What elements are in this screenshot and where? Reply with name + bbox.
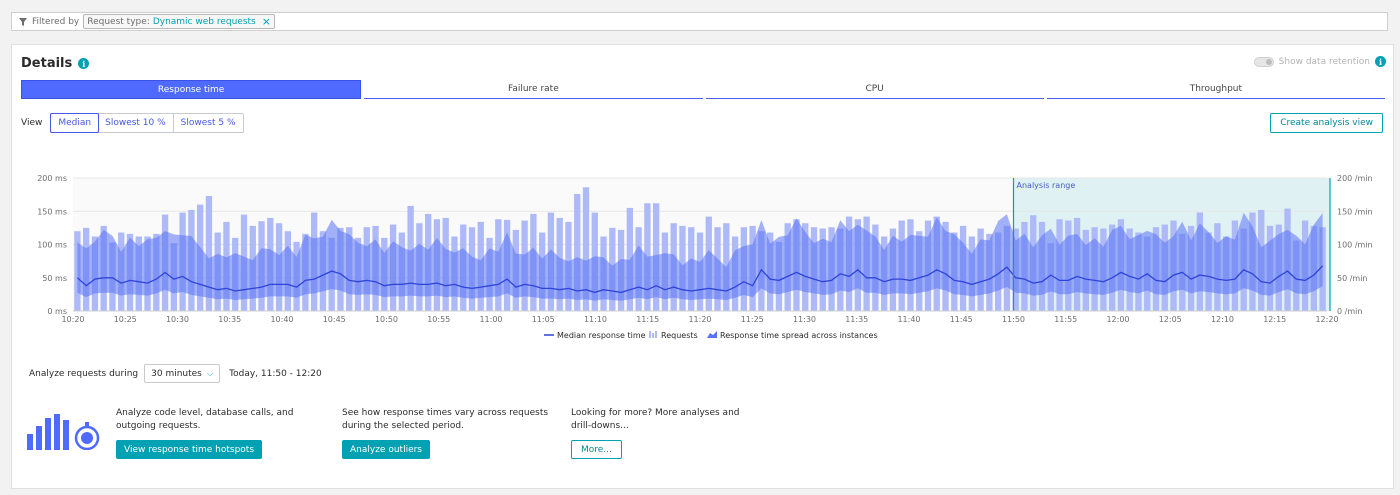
requests-bar [626,207,634,311]
y-tick-label-right: 150 /min [1337,207,1373,216]
more-description: Looking for more? More analyses and dril… [571,408,740,431]
y-tick-label-left: 50 ms [42,274,67,283]
x-tick-label: 11:00 [479,315,502,324]
x-tick-label: 11:25 [741,315,764,324]
tab-response-time[interactable]: Response time [21,80,362,99]
x-tick-label: 11:45 [950,315,973,324]
requests-bar [582,187,590,311]
data-retention-toggle-row: Show data retention i [1253,56,1386,67]
x-tick-label: 10:50 [375,315,398,324]
legend-spread-label: Response time spread across instances [720,331,878,340]
x-tick-label: 12:15 [1263,315,1286,324]
x-tick-label: 10:55 [427,315,450,324]
data-retention-label: Show data retention [1278,56,1370,67]
duration-value: 30 minutes [151,368,202,379]
chart-svg: Analysis range 200 ms 150 ms 100 ms 50 ms 0 m… [37,174,1373,340]
filter-bar[interactable]: Filtered by Request type: Dynamic web re… [11,12,1388,31]
view-slowest-5-button[interactable]: Slowest 5 % [180,118,236,128]
legend-requests-label: Requests [661,331,698,340]
view-median-button[interactable]: Median [50,113,100,133]
more-action: Looking for more? More analyses and dril… [571,407,756,459]
x-tick-label: 12:05 [1159,315,1182,324]
response-spread-area [77,212,1323,301]
retention-info-icon[interactable]: i [1375,56,1386,67]
x-tick-label: 11:55 [1054,315,1077,324]
requests-bar [205,195,213,311]
tab-failure-rate[interactable]: Failure rate [364,80,703,99]
x-tick-label: 11:35 [845,315,868,324]
hotspots-action: Analyze code level, database calls, and … [116,407,321,459]
y-tick-label-right: 50 /min [1337,274,1368,283]
x-tick-label: 12:00 [1106,315,1129,324]
view-hotspots-button[interactable]: View response time hotspots [116,440,263,459]
info-icon[interactable]: i [78,58,90,69]
x-tick-label: 11:15 [636,315,659,324]
analysis-range-label: Analysis range [1017,181,1076,190]
create-analysis-view-button[interactable]: Create analysis view [1270,113,1383,133]
legend-requests-swatch [649,331,651,338]
remove-filter-icon[interactable]: × [261,15,271,28]
filter-icon [19,17,27,26]
y-tick-label-right: 200 /min [1337,174,1373,183]
analysis-time-range: Today, 11:50 - 12:20 [229,368,322,379]
view-segmented-control: Median Slowest 10 % Slowest 5 % [50,113,244,133]
filter-chip-key: Request type: [87,16,150,27]
x-tick-label: 12:20 [1315,315,1338,324]
requests-bar [1319,227,1326,311]
filter-chip-value: Dynamic web requests [152,16,256,27]
legend-requests-swatch [652,333,654,338]
x-tick-label: 11:05 [532,315,555,324]
view-selector: View Median Slowest 10 % Slowest 5 % [21,113,244,133]
details-title-row: Details i [21,56,90,71]
data-retention-toggle[interactable] [1253,56,1274,67]
outliers-description: See how response times vary across reque… [342,408,549,431]
requests-bar [574,193,581,311]
y-tick-label-left: 100 ms [37,241,67,250]
median-response-line [76,265,1324,294]
requests-bar [74,231,81,311]
y-tick-label-left: 150 ms [37,207,67,216]
analyze-label: Analyze requests during [29,368,139,379]
x-tick-label: 11:30 [793,315,816,324]
filter-chip[interactable]: Request type: Dynamic web requests × [83,14,275,29]
chevron-down-icon: ⌵ [207,368,214,378]
y-tick-label-right: 0 /min [1337,307,1362,316]
response-time-chart[interactable]: Analysis range 200 ms 150 ms 100 ms 50 ms 0 m… [12,173,1395,343]
toggle-knob [1265,58,1272,65]
x-tick-label: 10:45 [323,315,346,324]
metric-tabs: Response time Failure rate CPU Throughpu… [21,80,1385,99]
x-tick-label: 10:35 [218,315,241,324]
x-tick-label: 11:50 [1002,315,1025,324]
legend-median-label: Median response time [557,331,646,340]
y-tick-label-left: 200 ms [37,174,67,183]
view-slowest-10-button[interactable]: Slowest 10 % [98,114,174,132]
legend-requests-swatch [655,331,657,338]
x-tick-label: 10:40 [270,315,293,324]
legend-spread-swatch [707,331,717,338]
y-tick-label-right: 100 /min [1337,241,1373,250]
x-tick-label: 10:20 [61,315,84,324]
x-tick-label: 11:40 [897,315,920,324]
x-tick-label: 12:10 [1211,315,1234,324]
view-label: View [21,118,43,128]
x-tick-label: 11:20 [688,315,711,324]
analyze-row: Analyze requests during 30 minutes ⌵ Tod… [29,364,322,383]
x-tick-label: 10:30 [166,315,189,324]
hotspots-description: Analyze code level, database calls, and … [116,408,294,431]
tab-cpu[interactable]: CPU [705,80,1044,99]
analysis-illustration-icon [27,414,100,450]
outliers-action: See how response times vary across reque… [342,407,557,459]
x-tick-label: 10:25 [114,315,137,324]
filter-label: Filtered by [32,16,80,27]
page-title: Details [21,56,73,71]
analyze-outliers-button[interactable]: Analyze outliers [342,440,430,459]
more-button[interactable]: More... [571,440,622,459]
details-card: Details i Show data retention i Response… [11,44,1394,489]
duration-select[interactable]: 30 minutes ⌵ [144,364,221,383]
y-tick-label-left: 0 ms [47,307,67,316]
x-tick-label: 11:10 [584,315,607,324]
tab-throughput[interactable]: Throughput [1046,80,1385,99]
